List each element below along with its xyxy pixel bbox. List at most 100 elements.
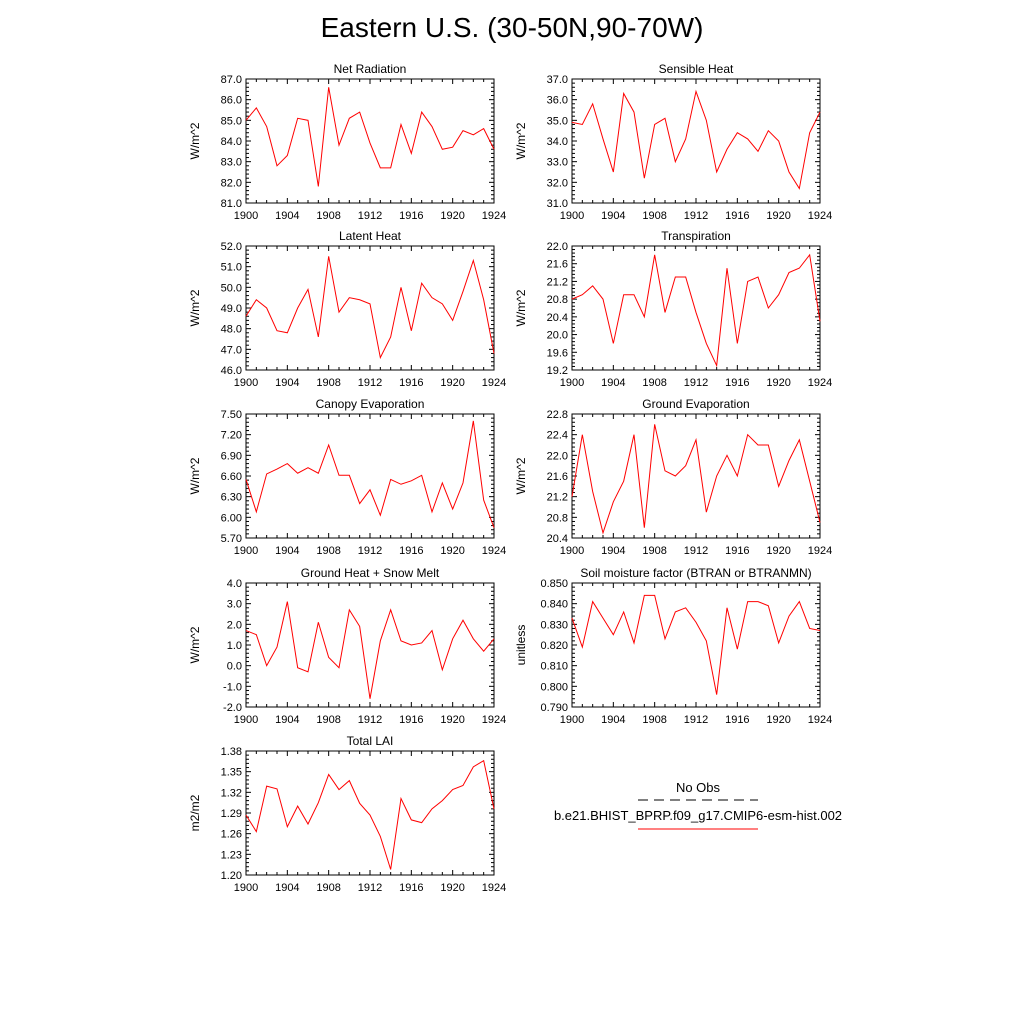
y-tick-label: 22.8	[547, 409, 568, 421]
x-tick-label: 1916	[399, 882, 423, 894]
x-tick-label: 1900	[560, 545, 584, 557]
chart-title: Ground Evaporation	[642, 397, 749, 411]
y-tick-label: 33.0	[547, 157, 568, 169]
y-tick-label: 34.0	[547, 136, 568, 148]
x-tick-label: 1912	[358, 377, 382, 389]
y-tick-label: -1.0	[223, 681, 242, 693]
x-tick-label: 1920	[766, 714, 790, 726]
x-tick-label: 1908	[316, 714, 340, 726]
y-tick-label: 32.0	[547, 177, 568, 189]
chart-panel-3: Transpiration W/m^2 1900 1904 1908 1912 1916 19…	[514, 229, 832, 389]
y-axis-label: W/m^2	[188, 122, 202, 159]
y-tick-label: 0.0	[227, 661, 242, 673]
y-tick-label: 22.4	[547, 430, 568, 442]
x-tick-label: 1924	[808, 210, 832, 222]
y-axis-label: unitless	[514, 625, 528, 666]
y-tick-label: 1.26	[221, 829, 242, 841]
x-tick-label: 1904	[275, 882, 299, 894]
chart-title: Canopy Evaporation	[316, 397, 425, 411]
x-tick-label: 1912	[684, 545, 708, 557]
x-tick-label: 1904	[601, 377, 625, 389]
x-tick-label: 1924	[482, 545, 506, 557]
y-tick-label: 1.0	[227, 640, 242, 652]
x-tick-label: 1920	[766, 545, 790, 557]
x-tick-label: 1904	[275, 377, 299, 389]
x-tick-label: 1912	[684, 210, 708, 222]
y-tick-label: 4.0	[227, 578, 242, 590]
y-tick-label: 0.820	[540, 640, 568, 652]
x-tick-label: 1904	[275, 210, 299, 222]
y-tick-label: 2.0	[227, 619, 242, 631]
x-tick-label: 1924	[808, 377, 832, 389]
y-axis-label: W/m^2	[514, 122, 528, 159]
x-tick-label: 1900	[234, 377, 258, 389]
y-tick-label: 81.0	[221, 198, 242, 210]
y-tick-label: 20.4	[547, 533, 568, 545]
legend-entry-obs-label: No Obs	[675, 780, 721, 795]
chart-title: Total LAI	[347, 734, 394, 748]
y-tick-label: 0.810	[540, 661, 568, 673]
x-tick-label: 1908	[642, 545, 666, 557]
y-tick-label: 49.0	[221, 303, 242, 315]
x-tick-label: 1912	[358, 545, 382, 557]
chart-panel-6: Ground Heat + Snow Melt W/m^2 1900 1904 1908…	[188, 566, 506, 726]
x-tick-label: 1908	[642, 377, 666, 389]
chart-panel-1: Sensible Heat W/m^2 1900 1904 1908 1912 1916 19…	[514, 62, 832, 222]
x-tick-label: 1900	[560, 714, 584, 726]
chart-panel-8: Total LAI m2/m2 1900 1904 1908 1912 1916 1920 19…	[188, 734, 506, 894]
x-tick-label: 1916	[725, 210, 749, 222]
x-tick-label: 1912	[358, 714, 382, 726]
chart-title: Net Radiation	[334, 62, 407, 76]
y-tick-label: 3.0	[227, 599, 242, 611]
chart-panel-4: Canopy Evaporation W/m^2 1900 1904 1908 1912 1…	[188, 397, 506, 557]
x-tick-label: 1904	[601, 545, 625, 557]
chart-panel-7: Soil moisture factor (BTRAN or BTRANMN) u…	[514, 566, 832, 726]
y-tick-label: 47.0	[221, 344, 242, 356]
x-tick-label: 1904	[275, 714, 299, 726]
x-tick-label: 1916	[399, 377, 423, 389]
x-tick-label: 1916	[725, 714, 749, 726]
x-tick-label: 1912	[358, 210, 382, 222]
series-line-0	[571, 253, 821, 368]
series-line-0	[245, 601, 495, 699]
y-axis-label: W/m^2	[514, 289, 528, 326]
y-tick-label: 86.0	[221, 95, 242, 107]
x-tick-label: 1924	[482, 377, 506, 389]
x-tick-label: 1908	[642, 714, 666, 726]
x-tick-label: 1920	[766, 377, 790, 389]
y-tick-label: 21.6	[547, 471, 568, 483]
x-tick-label: 1916	[399, 210, 423, 222]
y-tick-label: 31.0	[547, 198, 568, 210]
y-tick-label: 85.0	[221, 115, 242, 127]
x-tick-label: 1900	[234, 714, 258, 726]
y-axis-label: m2/m2	[188, 794, 202, 831]
y-tick-label: 0.800	[540, 681, 568, 693]
series-line-0	[571, 594, 821, 695]
x-tick-label: 1912	[684, 377, 708, 389]
y-tick-label: -2.0	[223, 702, 242, 714]
y-tick-label: 83.0	[221, 157, 242, 169]
y-tick-label: 51.0	[221, 262, 242, 274]
y-tick-label: 36.0	[547, 95, 568, 107]
series-line-0	[245, 87, 495, 187]
chart-title: Ground Heat + Snow Melt	[301, 566, 440, 580]
y-tick-label: 20.4	[547, 312, 568, 324]
y-tick-label: 20.0	[547, 330, 568, 342]
chart-panel-0: Net Radiation W/m^2 1900 1904 1908 1912 1916 19…	[188, 62, 506, 222]
x-tick-label: 1920	[440, 714, 464, 726]
y-tick-label: 1.29	[221, 808, 242, 820]
page-title: Eastern U.S. (30-50N,90-70W)	[320, 12, 704, 43]
y-tick-label: 7.20	[221, 430, 242, 442]
y-axis-label: W/m^2	[188, 457, 202, 494]
series-line-0	[245, 256, 495, 360]
x-tick-label: 1924	[808, 545, 832, 557]
y-tick-label: 5.70	[221, 533, 242, 545]
x-tick-label: 1916	[399, 545, 423, 557]
y-tick-label: 21.2	[547, 492, 568, 504]
chart-title: Transpiration	[661, 229, 731, 243]
chart-panel-5: Ground Evaporation W/m^2 1900 1904 1908 1912 1…	[514, 397, 832, 557]
y-tick-label: 20.8	[547, 294, 568, 306]
y-tick-label: 87.0	[221, 74, 242, 86]
y-tick-label: 52.0	[221, 241, 242, 253]
x-tick-label: 1904	[275, 545, 299, 557]
